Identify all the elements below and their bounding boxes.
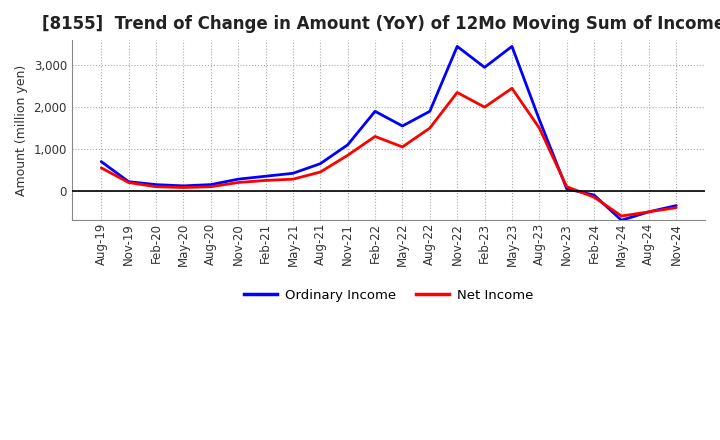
Net Income <box>289 176 297 182</box>
Ordinary Income <box>234 176 243 182</box>
Y-axis label: Amount (million yen): Amount (million yen) <box>15 65 28 196</box>
Line: Net Income: Net Income <box>102 88 676 216</box>
Ordinary Income <box>97 159 106 164</box>
Ordinary Income <box>398 123 407 128</box>
Net Income <box>535 125 544 131</box>
Ordinary Income <box>316 161 325 166</box>
Net Income <box>316 169 325 175</box>
Net Income <box>617 213 626 219</box>
Net Income <box>97 165 106 171</box>
Net Income <box>179 185 188 190</box>
Ordinary Income <box>508 44 516 49</box>
Ordinary Income <box>289 171 297 176</box>
Title: [8155]  Trend of Change in Amount (YoY) of 12Mo Moving Sum of Incomes: [8155] Trend of Change in Amount (YoY) o… <box>42 15 720 33</box>
Ordinary Income <box>125 179 133 184</box>
Ordinary Income <box>179 183 188 188</box>
Ordinary Income <box>371 109 379 114</box>
Ordinary Income <box>480 65 489 70</box>
Ordinary Income <box>562 186 571 191</box>
Ordinary Income <box>207 182 215 187</box>
Net Income <box>508 86 516 91</box>
Net Income <box>261 178 270 183</box>
Net Income <box>343 153 352 158</box>
Net Income <box>590 194 598 200</box>
Legend: Ordinary Income, Net Income: Ordinary Income, Net Income <box>239 284 539 307</box>
Ordinary Income <box>426 109 434 114</box>
Line: Ordinary Income: Ordinary Income <box>102 46 676 220</box>
Net Income <box>152 184 161 189</box>
Net Income <box>398 144 407 150</box>
Net Income <box>672 205 680 210</box>
Ordinary Income <box>343 142 352 147</box>
Ordinary Income <box>590 192 598 198</box>
Net Income <box>480 104 489 110</box>
Ordinary Income <box>261 174 270 179</box>
Net Income <box>207 184 215 189</box>
Ordinary Income <box>535 117 544 122</box>
Net Income <box>125 180 133 185</box>
Net Income <box>562 184 571 189</box>
Ordinary Income <box>672 203 680 208</box>
Net Income <box>234 180 243 185</box>
Ordinary Income <box>152 182 161 187</box>
Ordinary Income <box>453 44 462 49</box>
Ordinary Income <box>617 218 626 223</box>
Net Income <box>426 125 434 131</box>
Net Income <box>644 209 653 214</box>
Net Income <box>371 134 379 139</box>
Ordinary Income <box>644 209 653 214</box>
Net Income <box>453 90 462 95</box>
